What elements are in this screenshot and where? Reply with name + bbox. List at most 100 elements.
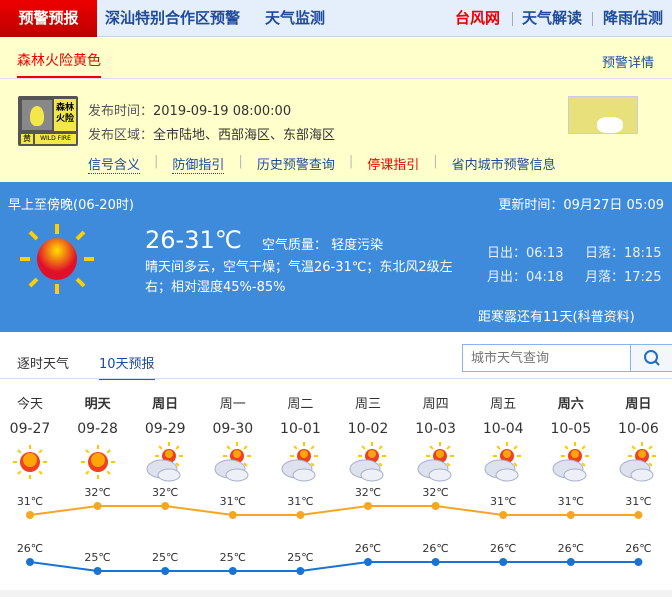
sunny-icon xyxy=(13,445,47,479)
forecast-day: 今天 xyxy=(16,397,43,412)
low-temp-line xyxy=(29,561,639,572)
nav-weather-monitor[interactable]: 天气监测 xyxy=(265,9,326,27)
divider xyxy=(592,12,593,26)
high-temp-label: 31℃ xyxy=(16,495,44,508)
forecast-day: 周日 xyxy=(625,397,652,412)
tab-hourly[interactable]: 逐时天气 xyxy=(17,357,70,372)
link-signal-meaning[interactable]: 信号含义 xyxy=(88,154,141,174)
high-temp-point xyxy=(634,511,643,519)
city-search xyxy=(462,344,672,372)
city-search-input[interactable] xyxy=(463,345,629,371)
top-nav: 预警预报 深汕特别合作区预警 天气监测 台风网 天气解读 降雨估测 xyxy=(0,0,672,37)
warning-detail-link[interactable]: 预警详情 xyxy=(601,56,654,71)
forecast-date: 10-02 xyxy=(347,421,389,437)
partly-cloudy-icon xyxy=(552,442,589,482)
low-temp-label: 26℃ xyxy=(490,542,517,555)
high-temp-point xyxy=(364,502,372,510)
time-label: 发布时间： xyxy=(88,104,154,119)
forecast-day: 周六 xyxy=(557,397,584,412)
forecast-day: 周二 xyxy=(287,397,314,412)
icon-text: 森林火险 xyxy=(54,99,76,131)
low-temp-point xyxy=(499,558,508,566)
divider xyxy=(512,12,513,26)
forecast-date: 09-29 xyxy=(144,421,186,437)
search-button[interactable] xyxy=(630,345,672,371)
nav-warning-forecast[interactable]: 预警预报 xyxy=(0,0,97,37)
sunset: 日落：18:15 xyxy=(585,246,662,261)
high-temp-point xyxy=(296,511,305,519)
sunny-icon xyxy=(20,224,94,294)
high-temp-point xyxy=(26,511,34,519)
warning-map-thumbnail[interactable] xyxy=(568,96,638,134)
sunny-icon xyxy=(80,445,115,479)
partly-cloudy-icon xyxy=(281,442,319,482)
forecast-day: 周三 xyxy=(354,397,381,412)
forecast-day: 明天 xyxy=(84,397,111,412)
partly-cloudy-icon xyxy=(146,442,184,482)
high-temp-line xyxy=(29,505,639,516)
high-temp-point xyxy=(499,511,508,519)
today-weather-panel: 早上至傍晚(06-20时) 更新时间：09月27日 05:09 26-31℃ 空… xyxy=(0,182,672,332)
low-temp-label: 26℃ xyxy=(422,542,449,555)
high-temp-label: 32℃ xyxy=(84,486,111,499)
low-temp-label: 26℃ xyxy=(625,542,652,555)
nav-weather-analysis[interactable]: 天气解读 xyxy=(522,9,583,27)
wildfire-warning-icon: 森林火险 黄 WILD FIRE xyxy=(18,96,78,146)
high-temp-point xyxy=(93,502,102,510)
nav-typhoon[interactable]: 台风网 xyxy=(455,9,501,27)
high-temp-label: 31℃ xyxy=(287,495,314,508)
solar-term-link[interactable]: 距寒露还有11天(科普资料) xyxy=(478,310,635,325)
low-temp-label: 26℃ xyxy=(557,542,584,555)
low-temp-label: 25℃ xyxy=(152,551,179,564)
high-temp-label: 31℃ xyxy=(219,495,246,508)
low-temp-point xyxy=(634,558,643,566)
high-temp-label: 31℃ xyxy=(557,495,584,508)
high-temp-label: 32℃ xyxy=(152,486,179,499)
low-temp-point xyxy=(228,567,237,575)
forecast-date: 10-01 xyxy=(280,421,321,437)
weather-description: 晴天间多云，空气干燥；气温26-31℃；东北风2级左右；相对湿度45%-85% xyxy=(145,260,453,295)
forecast-day: 周日 xyxy=(152,397,179,412)
period: 早上至傍晚(06-20时) xyxy=(8,198,134,213)
partly-cloudy-icon xyxy=(214,442,251,482)
low-temp-point xyxy=(93,567,102,575)
forecast-date: 10-04 xyxy=(482,421,524,437)
sunny-intervals-icon xyxy=(417,442,454,482)
nav-rain-estimate[interactable]: 降雨估测 xyxy=(603,9,664,27)
forecast-day: 周四 xyxy=(422,397,449,412)
high-temp-label: 31℃ xyxy=(490,495,517,508)
tab-10day[interactable]: 10天预报 xyxy=(99,353,155,380)
temperature-range: 26-31℃ xyxy=(145,226,242,254)
forecast-day: 周一 xyxy=(219,397,246,412)
issue-time: 2019-09-19 08:00:00 xyxy=(153,104,292,119)
icon-level: 黄 xyxy=(21,134,33,144)
low-temp-point xyxy=(161,567,170,575)
sunny-intervals-icon xyxy=(349,442,386,482)
warning-panel: 森林火险黄色 预警详情 森林火险 黄 WILD FIRE 发布时间：2019-0… xyxy=(0,38,672,182)
link-history[interactable]: 历史预警查询 xyxy=(256,158,335,173)
link-defense-guide[interactable]: 防御指引 xyxy=(172,154,225,174)
forecast-date: 10-05 xyxy=(550,421,592,437)
search-icon xyxy=(644,350,660,366)
air-quality: 空气质量： 轻度污染 xyxy=(262,238,384,253)
link-province-warnings[interactable]: 省内城市预警信息 xyxy=(451,158,556,173)
high-temp-point xyxy=(161,502,170,510)
warning-links: 信号含义 | 防御指引 | 历史预警查询 | 停课指引 | 省内城市预警信息 xyxy=(88,154,556,174)
divider xyxy=(0,78,672,79)
issue-area: 全市陆地、西部海区、东部海区 xyxy=(153,128,336,143)
forecast-date: 09-27 xyxy=(9,421,51,437)
high-temp-point xyxy=(431,502,440,510)
nav-shenshan[interactable]: 深汕特别合作区预警 xyxy=(105,9,241,27)
forecast-day: 周五 xyxy=(490,397,517,412)
low-temp-point xyxy=(296,567,305,575)
low-temp-label: 25℃ xyxy=(219,551,246,564)
partly-cloudy-icon xyxy=(619,442,657,482)
warning-tab[interactable]: 森林火险黄色 xyxy=(17,50,101,78)
sunrise: 日出：06:13 xyxy=(487,246,564,261)
low-temp-point xyxy=(566,558,575,566)
forecast-date: 10-03 xyxy=(415,421,456,437)
update-time: 更新时间：09月27日 05:09 xyxy=(498,198,664,213)
link-school-suspension[interactable]: 停课指引 xyxy=(367,158,420,173)
area-label: 发布区域： xyxy=(88,128,154,143)
icon-en: WILD FIRE xyxy=(35,134,76,144)
